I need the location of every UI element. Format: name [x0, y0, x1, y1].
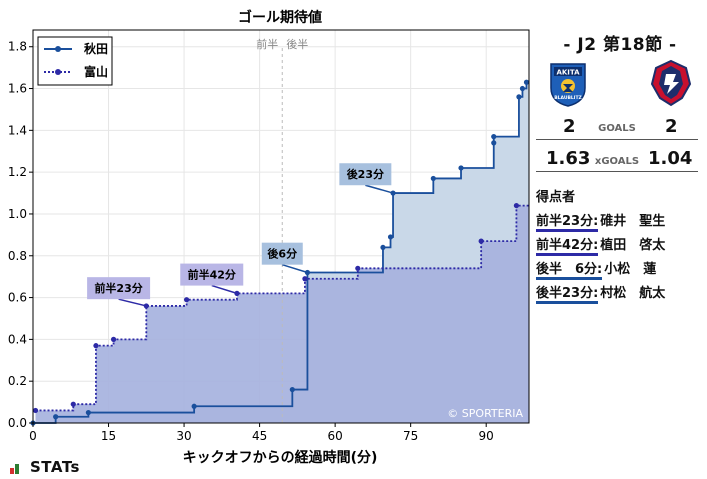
data-point-home: [523, 79, 530, 85]
chart-title: ゴール期待値: [238, 9, 322, 26]
stats-logo: STATs: [30, 458, 80, 476]
scorer-name: 植田 啓太: [600, 238, 666, 253]
home-goals: 2: [563, 116, 576, 137]
data-point-home: [491, 140, 497, 146]
goal-annotation-label: 前半23分: [94, 281, 142, 295]
scorer-time: 前半42分:: [536, 234, 599, 256]
xgoals-label: xGOALS: [594, 156, 640, 167]
data-point-away: [70, 401, 76, 407]
legend-away-marker: [55, 69, 61, 75]
goal-annotation-pointer: [211, 284, 238, 295]
data-point-home: [191, 403, 197, 409]
y-tick-label: 0.8: [8, 249, 27, 263]
legend-home-label: 秋田: [84, 41, 108, 56]
goal-annotation-pointer: [118, 298, 147, 307]
goal-annotation-box: [261, 242, 303, 265]
data-point-home: [53, 414, 59, 420]
home-xg: 1.63: [546, 148, 591, 169]
data-point-home: [519, 85, 526, 92]
scorer-name: 小松 蓮: [604, 262, 657, 277]
y-tick-label: 1.4: [8, 123, 27, 137]
y-tick-label: 1.2: [8, 165, 27, 179]
halftime-first-half-label: 前半: [256, 37, 278, 51]
y-tick-label: 1.8: [8, 40, 27, 54]
blaublitz-akita-emblem-icon: AKITA BLAUBLITZ: [550, 63, 586, 107]
plot-frame: [32, 29, 530, 424]
scorer-row: 後半23分: 村松 航太: [536, 282, 706, 304]
data-point-home: [516, 94, 522, 100]
data-point-home: [289, 386, 295, 393]
scorer-row: 前半23分: 碓井 聖生: [536, 210, 706, 232]
scorer-time: 後半23分:: [536, 282, 599, 304]
scorers-title: 得点者: [536, 190, 576, 205]
y-tick-label: 0.0: [8, 416, 27, 430]
goals-label: GOALS: [598, 123, 636, 134]
x-tick-label: 75: [403, 429, 418, 443]
data-point-away: [478, 238, 484, 244]
legend-home-marker: [55, 46, 61, 52]
data-point-away: [110, 336, 117, 342]
goal-annotation-label: 後6分: [267, 247, 297, 261]
home-emblem-top-text: AKITA: [556, 69, 580, 77]
goal-annotation-box: [87, 277, 151, 300]
xgoals-row: 1.63 xGOALS 1.04: [536, 148, 698, 178]
stats-logo-icon: [10, 460, 26, 474]
chart-axes: 0 15 30 45 60 75 90 0.0 0.2 0.4 0.6 0.8 1.0 1.2 1.4 1.6…: [8, 40, 494, 443]
scorer-time: 前半23分:: [536, 210, 599, 232]
away-goals: 2: [665, 116, 678, 137]
halftime-marker: 前半 後半: [256, 37, 308, 423]
divider: [536, 139, 698, 140]
scorer-time: 後半 6分:: [536, 258, 603, 280]
data-point-away: [32, 407, 39, 414]
x-axis-label: キックオフからの経過時間(分): [183, 449, 378, 466]
goal-annotation-box: [180, 263, 244, 286]
data-point-home: [380, 244, 386, 251]
scorer-name: 村松 航太: [600, 286, 666, 301]
data-point-home: [491, 134, 497, 140]
watermark: © SPORTERIA: [447, 407, 523, 420]
series-line-away: [35, 204, 529, 412]
x-tick-label: 15: [101, 429, 116, 443]
y-tick-label: 0.6: [8, 291, 27, 305]
data-point-away: [513, 202, 520, 209]
data-point-away: [302, 276, 308, 282]
goal-annotations: 前半23分 前半42分 後6分 後23分: [87, 163, 394, 307]
x-tick-label: 45: [252, 429, 267, 443]
chart-legend: 秋田 富山: [37, 36, 113, 86]
kataller-toyama-emblem-icon: [650, 59, 692, 107]
match-title: - J2 第18節 -: [563, 35, 677, 55]
data-point-away: [93, 343, 99, 349]
goal-annotation-box: [339, 163, 392, 186]
data-point-home: [430, 175, 436, 182]
legend-away-label: 富山: [84, 64, 108, 79]
y-tick-label: 0.2: [8, 374, 27, 388]
goal-annotation-pointer: [282, 263, 308, 274]
goal-annotation-pointer: [365, 184, 394, 194]
y-tick-label: 0.4: [8, 332, 27, 346]
data-point-home: [85, 409, 91, 416]
goal-annotation-label: 後23分: [347, 167, 384, 181]
goal-annotation-label: 前半42分: [188, 268, 236, 282]
data-point-away: [355, 265, 361, 271]
halftime-second-half-label: 後半: [286, 37, 308, 51]
goals-row: 2 GOALS 2: [536, 116, 698, 146]
data-point-home: [458, 165, 464, 171]
away-team-emblem: [646, 58, 696, 108]
data-point-home: [387, 234, 394, 240]
scorer-row: 後半 6分: 小松 蓮: [536, 258, 706, 280]
home-team-emblem: AKITA BLAUBLITZ: [543, 58, 593, 108]
scorer-name: 碓井 聖生: [600, 214, 666, 229]
x-tick-label: 0: [29, 429, 37, 443]
y-tick-label: 1.6: [8, 82, 27, 96]
away-xg: 1.04: [648, 148, 693, 169]
scorer-row: 前半42分: 植田 啓太: [536, 234, 706, 256]
divider: [536, 171, 698, 172]
x-tick-label: 60: [327, 429, 342, 443]
data-point-away: [183, 297, 190, 303]
x-tick-label: 30: [176, 429, 191, 443]
home-emblem-bottom-text: BLAUBLITZ: [554, 95, 582, 101]
y-tick-label: 1.0: [8, 207, 27, 221]
x-tick-label: 90: [479, 429, 494, 443]
